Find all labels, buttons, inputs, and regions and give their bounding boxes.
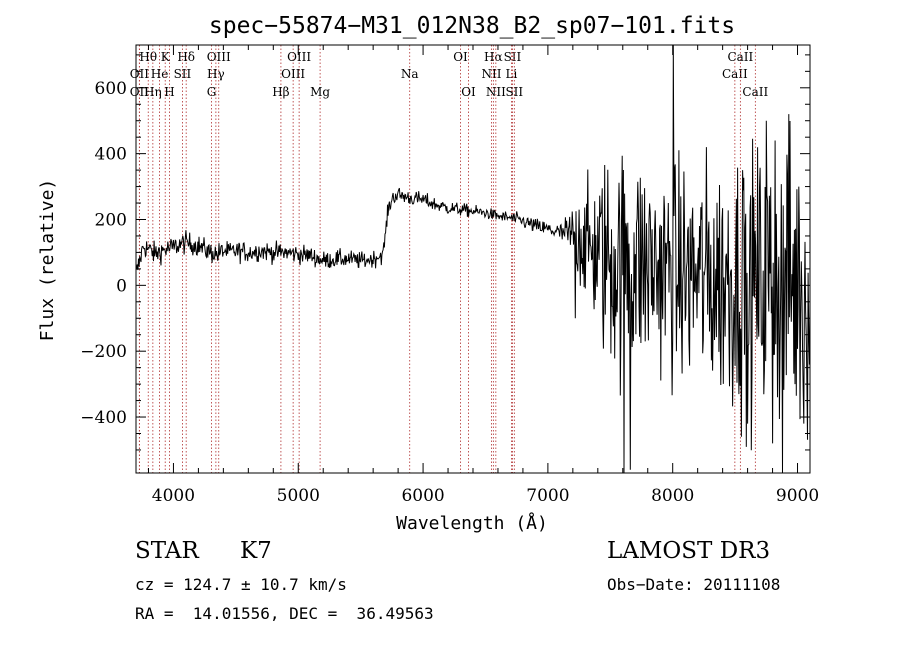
line-marker-label: Li [506, 67, 518, 81]
line-marker-label: SII [174, 67, 192, 81]
redshift-cz: cz = 124.7 ± 10.7 km/s [135, 575, 347, 594]
line-marker-label: SII [505, 85, 523, 99]
line-marker-label: H [164, 85, 174, 99]
axis-ticks: 4000 5000 6000 7000 8000 9000 −400 −200 0 200 400 6… [80, 45, 819, 506]
line-marker-label: Mg [310, 85, 330, 99]
survey-name: LAMOST DR3 [607, 538, 771, 564]
line-marker-label: OI [461, 85, 476, 99]
line-marker-label: OII [130, 85, 150, 99]
chart-title: spec−55874−M31_012N38_B2_sp07−101.fits [209, 13, 735, 39]
line-marker-label: Hη [144, 85, 162, 99]
y-tick-label: 0 [116, 276, 127, 296]
line-marker-label: Na [401, 67, 419, 81]
line-marker-label: Hγ [207, 67, 225, 81]
x-tick-label: 7000 [526, 486, 569, 506]
x-tick-label: 9000 [776, 486, 819, 506]
x-tick-label: 8000 [651, 486, 694, 506]
y-tick-label: 600 [95, 79, 127, 99]
coordinates: RA = 14.01556, DEC = 36.49563 [135, 604, 434, 623]
spectrum-line [135, 44, 811, 474]
line-marker-label: NII [481, 67, 501, 81]
line-marker-label: NII [486, 85, 506, 99]
line-marker-label: SII [504, 50, 522, 64]
x-axis-label: Wavelength (Å) [396, 512, 548, 534]
line-marker-label: OIII [281, 67, 305, 81]
line-marker-label: G [207, 85, 217, 99]
line-marker-label: Hα [484, 50, 503, 64]
y-tick-label: 200 [95, 210, 127, 230]
line-marker-label: CaII [727, 50, 753, 64]
x-tick-label: 6000 [401, 486, 444, 506]
y-tick-label: 400 [95, 145, 127, 165]
line-marker-label: CaII [742, 85, 768, 99]
observation-date: Obs−Date: 20111108 [607, 575, 781, 594]
line-marker-label: OIII [207, 50, 231, 64]
y-axis-label: Flux (relative) [37, 179, 58, 342]
line-marker-label: K [161, 50, 171, 64]
object-subclass: K7 [240, 538, 272, 564]
line-marker-label: He [151, 67, 169, 81]
x-tick-label: 5000 [277, 486, 320, 506]
x-tick-label: 4000 [152, 486, 195, 506]
line-marker-label: CaII [722, 67, 748, 81]
y-tick-label: −200 [80, 342, 127, 362]
line-marker-label: Hδ [177, 50, 195, 64]
line-marker-label: OIII [287, 50, 311, 64]
line-marker-label: Hβ [272, 85, 289, 99]
object-class: STAR [135, 538, 199, 564]
y-tick-label: −400 [80, 408, 127, 428]
line-marker-label: Hθ [139, 50, 157, 64]
line-marker-label: OI [453, 50, 468, 64]
